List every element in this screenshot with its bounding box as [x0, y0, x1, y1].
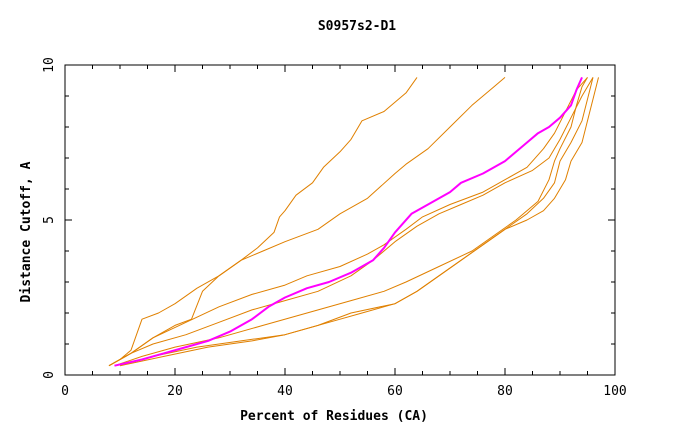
x-tick-label: 100 [603, 384, 626, 399]
x-tick-label: 0 [61, 384, 69, 399]
series-line-highlight [114, 76, 583, 367]
y-tick-label: 5 [42, 216, 57, 224]
x-tick-label: 80 [497, 384, 513, 399]
y-axis-label: Distance Cutoff, A [19, 161, 34, 302]
series-line-model-1 [108, 77, 418, 367]
series-line-model-4 [108, 77, 594, 367]
chart-title: S0957s2-D1 [318, 19, 396, 34]
tick-labels: 0 20 40 60 80 100 0 5 10 [42, 57, 627, 399]
x-tick-label: 40 [277, 384, 293, 399]
plot-frame [64, 64, 616, 376]
series-line-model-5 [114, 77, 588, 367]
series-line-model-2 [108, 77, 506, 367]
x-tick-label: 20 [167, 384, 183, 399]
y-tick-label: 0 [42, 371, 57, 379]
series-line-model-7 [119, 77, 599, 367]
y-tick-label: 10 [42, 57, 57, 73]
axis-ticks [64, 64, 616, 376]
plot-series [108, 76, 599, 367]
series-line-model-3 [108, 77, 588, 367]
x-tick-label: 60 [387, 384, 403, 399]
x-axis-label: Percent of Residues (CA) [240, 409, 428, 424]
